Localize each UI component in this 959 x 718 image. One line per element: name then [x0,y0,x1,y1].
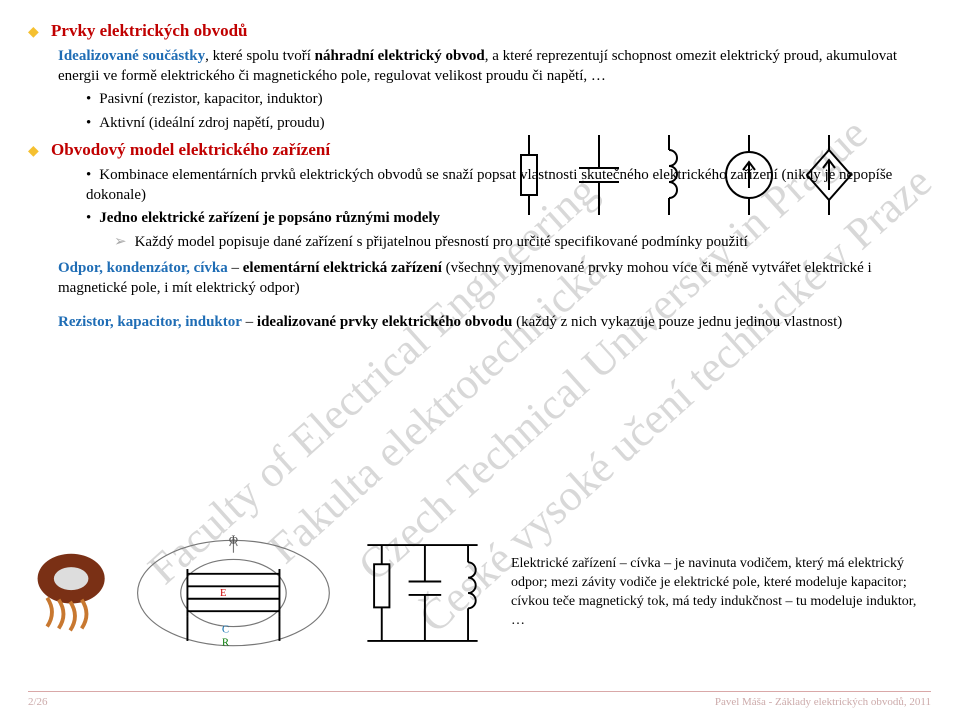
footer: 2/26 Pavel Máša - Základy elektrických o… [0,690,959,714]
blue1-bold: elementární elektrická zařízení [243,260,442,276]
e-label: E [220,588,226,599]
section-title-2: Obvodový model elektrického zařízení [28,139,931,162]
blue2: Rezistor, kapacitor, induktor [58,314,242,330]
r-label: R [222,638,230,649]
blue2-cont: (každý z nich vykazuje pouze jednu jedin… [512,314,842,330]
subtitle-bold1: náhradní elektrický obvod [315,48,485,64]
blue2-bold: idealizované prvky elektrického obvodu [257,314,512,330]
c-label: C [222,624,229,635]
bottom-caption: Elektrické zařízení – cívka – je navinut… [511,555,931,631]
sec2-line3: Každý model popisuje dané zařízení s při… [114,232,931,252]
section-title-1: Prvky elektrických obvodů [28,20,931,43]
real-coil-icon [28,538,114,648]
sec2-line2: Jedno elektrické zařízení je popsáno růz… [86,208,931,228]
subtitle-paragraph: Idealizované součástky, které spolu tvoř… [58,46,931,87]
page-number: 2/26 [28,695,48,710]
footer-credit: Pavel Máša - Základy elektrických obvodů… [715,695,931,710]
title-2-text: Obvodový model elektrického zařízení [51,140,330,159]
phi-label: Φ [229,533,238,547]
subtitle-blue: Idealizované součástky [58,48,205,64]
bottom-illustration-row: Φ E C R Elektrické zařízení – cívka – je… [28,528,931,658]
blue1: Odpor, kondenzátor, cívka [58,260,228,276]
title-1-text: Prvky elektrických obvodů [51,21,247,40]
equivalent-circuit-diagram [353,533,497,653]
subtitle-rest: , které spolu tvoří [205,48,315,64]
item-passive: Pasivní (rezistor, kapacitor, induktor) [86,89,931,109]
coil-field-diagram: Φ E C R [128,528,339,658]
blue-row-1: Odpor, kondenzátor, cívka – elementární … [58,258,931,299]
item-active: Aktivní (ideální zdroj napětí, proudu) [86,113,931,133]
blue-row-2: Rezistor, kapacitor, induktor – idealizo… [58,312,931,332]
slide-content: Prvky elektrických obvodů Idealizované s… [28,20,931,333]
sec2-line1: Kombinace elementárních prvků elektrický… [86,165,931,206]
